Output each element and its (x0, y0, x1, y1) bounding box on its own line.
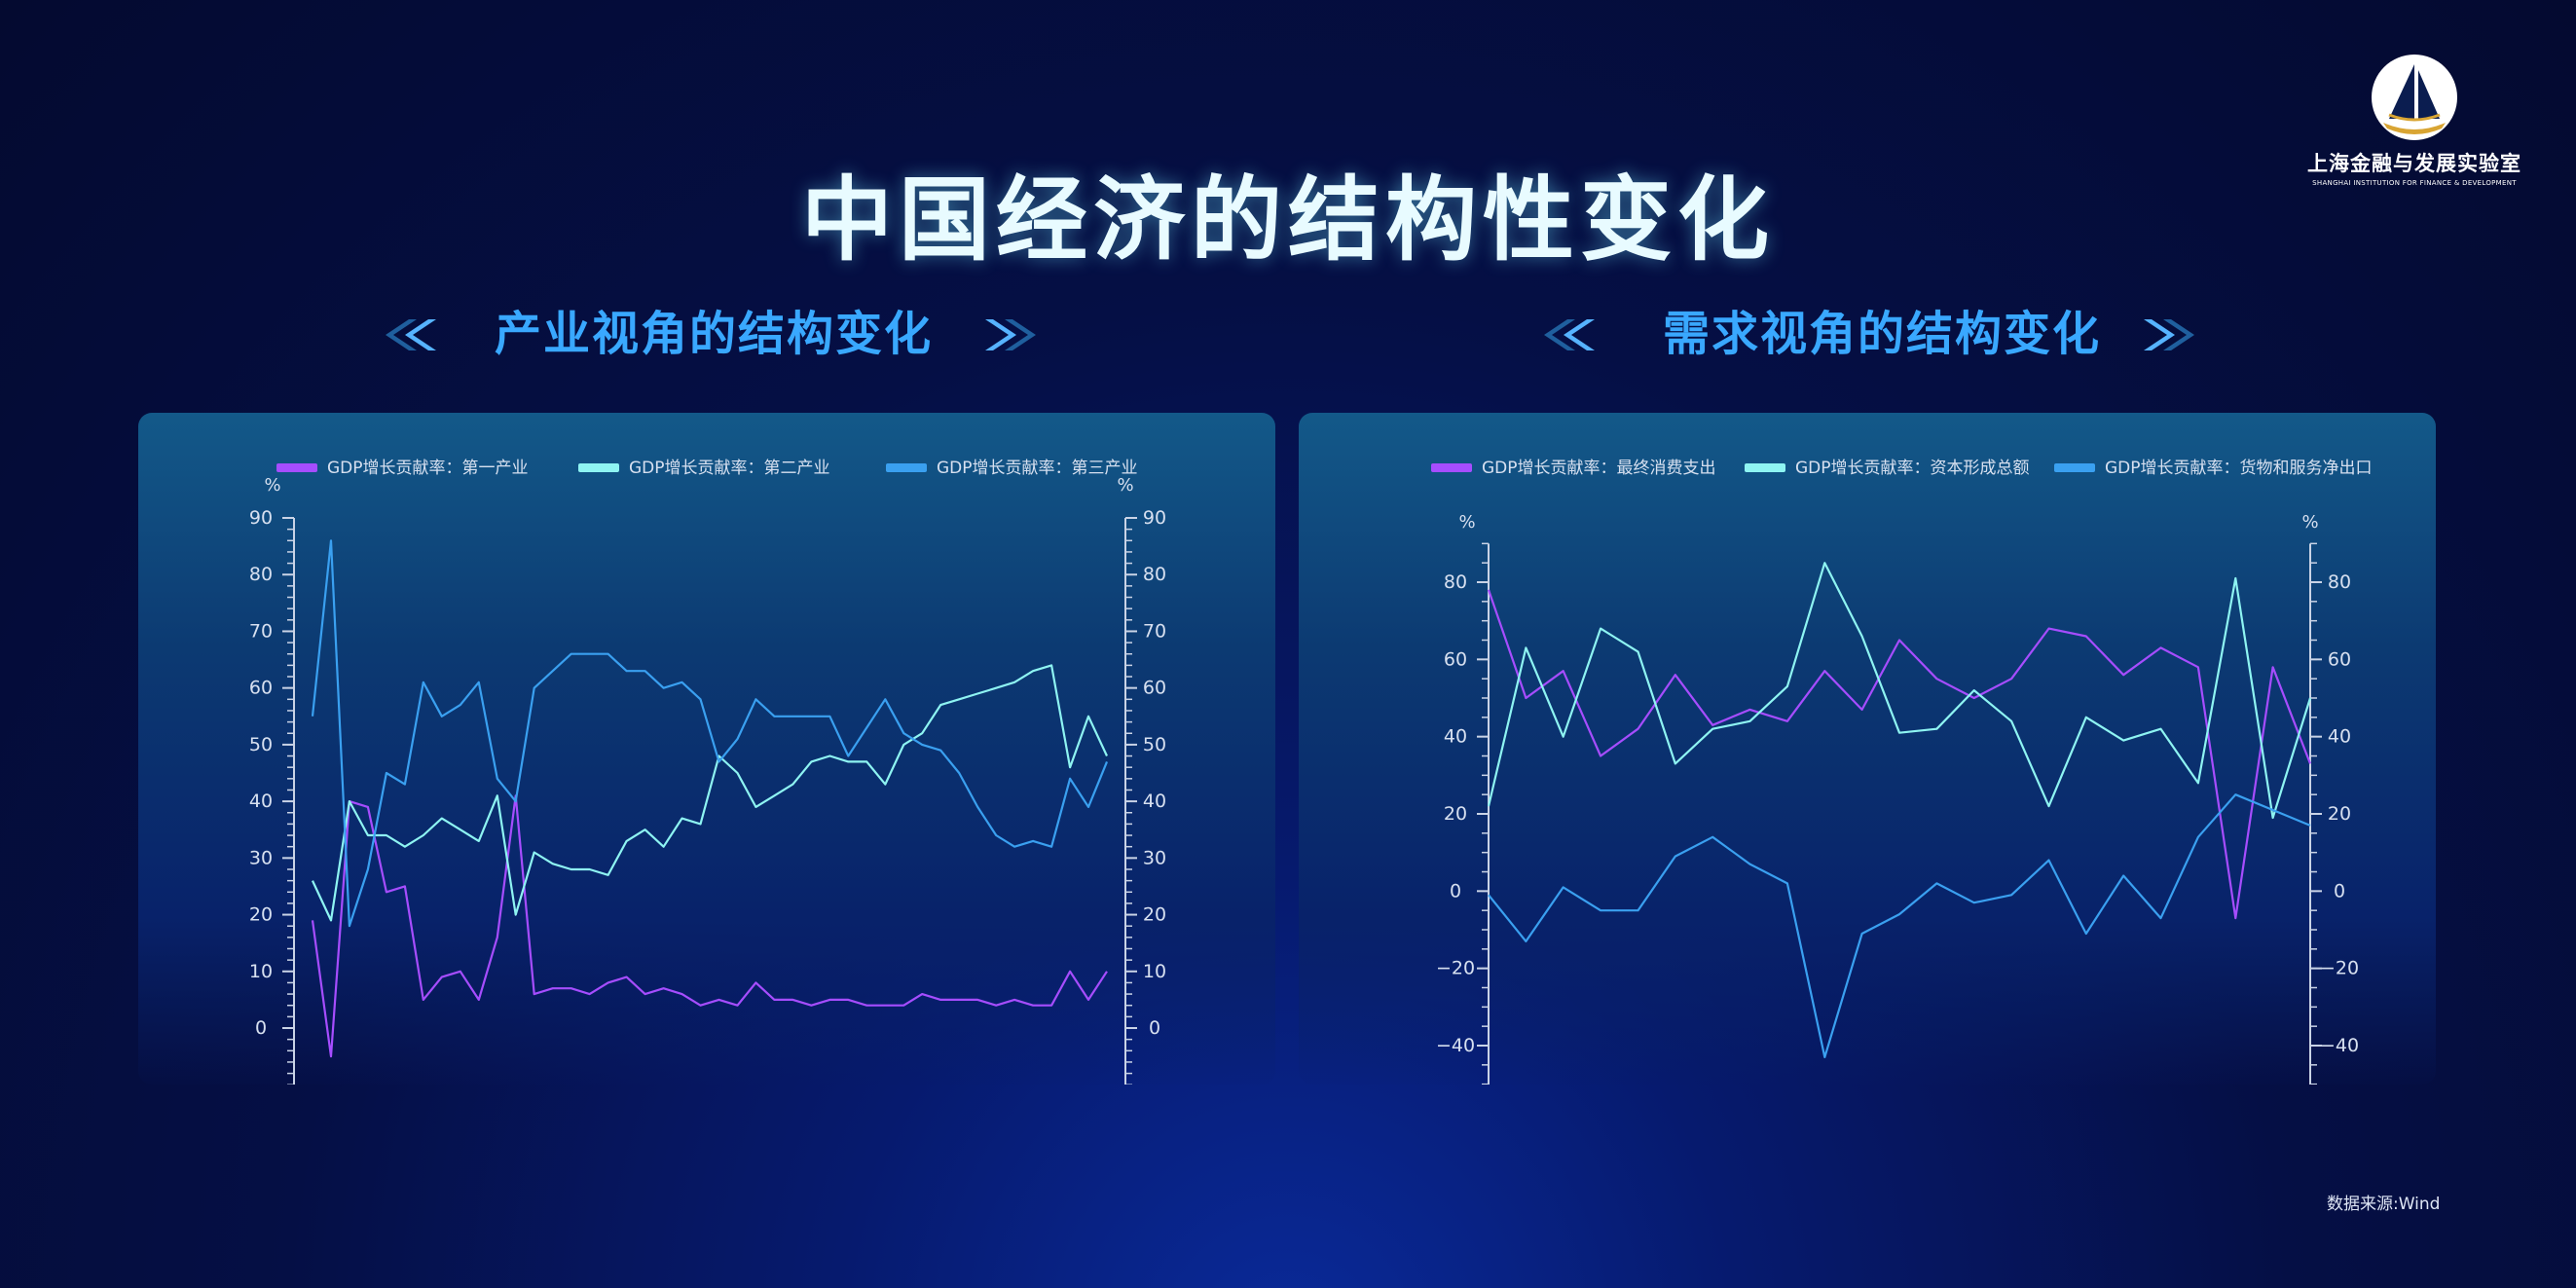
y-unit-left: % (1458, 512, 1475, 533)
legend-label: GDP增长贡献率：最终消费支出 (1482, 459, 1716, 478)
y-tick-label-left: 20 (249, 904, 273, 926)
legend-label: GDP增长贡献率：第一产业 (327, 459, 529, 478)
y-tick-label-left: 90 (249, 507, 273, 529)
y-tick-label-right: 90 (1143, 507, 1166, 529)
series-line-2 (1487, 562, 2312, 820)
y-tick-label-left: 10 (249, 961, 273, 982)
legend-item: GDP增长贡献率：第二产业 (578, 459, 830, 478)
page-title: 中国经济的结构性变化 (800, 167, 1775, 274)
legend-swatch (886, 463, 927, 472)
y-tick-label-right: 80 (1143, 564, 1166, 585)
y-tick-label-left: 50 (249, 734, 273, 755)
chart-panel-demand: GDP增长贡献率：最终消费支出 GDP增长贡献率：资本形成总额 GDP增长贡献率：货… (1299, 413, 2436, 1085)
y-tick-label-right: 40 (2328, 726, 2351, 748)
series-line-1 (1487, 589, 2312, 920)
legend-label: GDP增长贡献率：第二产业 (629, 459, 830, 478)
logo-name-en: SHANGHAI INSTITUTION FOR FINANCE & DEVEL… (2312, 179, 2517, 187)
y-tick-label-right: −20 (2320, 958, 2359, 979)
series-line-3 (1488, 793, 2311, 1059)
y-tick-label-left: 40 (1444, 726, 1467, 748)
y-tick-label-right: 0 (2334, 880, 2345, 902)
double-chevron-left-icon (1544, 319, 1595, 350)
y-unit-left: % (264, 475, 280, 496)
double-chevron-right-icon (985, 319, 1036, 350)
logo: 上海金融与发展实验室 SHANGHAI INSTITUTION FOR FINA… (2307, 51, 2521, 187)
industry-contribution-chart: GDP增长贡献率：第一产业 GDP增长贡献率：第二产业 GDP增长贡献率：第三产业%… (249, 459, 1166, 1085)
y-tick-label-left: −40 (1436, 1035, 1475, 1056)
y-tick-label-left: 30 (249, 847, 273, 868)
y-tick-label-right: 60 (2328, 648, 2351, 670)
legend-swatch (1431, 463, 1472, 472)
series-line-2 (312, 664, 1108, 922)
series-line-1 (311, 794, 1108, 1058)
section-header-industry: 产业视角的结构变化 (380, 300, 1042, 368)
y-tick-label-left: 0 (255, 1017, 267, 1039)
sailboat-logo-icon (2372, 55, 2457, 140)
y-tick-label-right: 0 (1149, 1017, 1160, 1039)
y-tick-label-left: 40 (249, 791, 273, 812)
double-chevron-right-icon (2144, 319, 2194, 350)
y-tick-label-left: 60 (249, 678, 273, 699)
legend-swatch (578, 463, 619, 472)
y-tick-label-left: 0 (1450, 880, 1461, 902)
logo-name-cn: 上海金融与发展实验室 (2307, 152, 2521, 175)
data-source: 数据来源:Wind (2327, 1195, 2441, 1214)
demand-contribution-chart: GDP增长贡献率：最终消费支出 GDP增长贡献率：资本形成总额 GDP增长贡献率：货… (1431, 459, 2373, 1085)
y-tick-label-right: 70 (1143, 620, 1166, 642)
legend-item: GDP增长贡献率：第一产业 (276, 459, 529, 478)
y-tick-label-right: 30 (1143, 847, 1166, 868)
legend-item: GDP增长贡献率：最终消费支出 (1431, 459, 1716, 478)
y-tick-label-left: 70 (249, 620, 273, 642)
section-header-demand: 需求视角的结构变化 (1538, 300, 2200, 368)
y-unit-right: % (1117, 475, 1133, 496)
legend-label: GDP增长贡献率：第三产业 (937, 459, 1138, 478)
legend-swatch (276, 463, 317, 472)
legend-item: GDP增长贡献率：资本形成总额 (1745, 459, 2030, 478)
legend-swatch (2054, 463, 2095, 472)
y-tick-label-left: −20 (1436, 958, 1475, 979)
y-tick-label-right: 10 (1143, 961, 1166, 982)
y-tick-label-right: 20 (2328, 803, 2351, 825)
y-tick-label-left: 80 (249, 564, 273, 585)
y-tick-label-right: 80 (2328, 571, 2351, 593)
y-unit-right: % (2301, 512, 2318, 533)
double-chevron-left-icon (386, 319, 436, 350)
legend-label: GDP增长贡献率：资本形成总额 (1795, 459, 2030, 478)
legend-item: GDP增长贡献率：货物和服务净出口 (2054, 459, 2373, 478)
y-tick-label-right: 40 (1143, 791, 1166, 812)
y-tick-label-right: 50 (1143, 734, 1166, 755)
legend-label: GDP增长贡献率：货物和服务净出口 (2105, 459, 2373, 478)
series-line-3 (311, 539, 1109, 928)
y-tick-label-left: 60 (1444, 648, 1467, 670)
legend-swatch (1745, 463, 1785, 472)
chart-panel-industry: GDP增长贡献率：第一产业 GDP增长贡献率：第二产业 GDP增长贡献率：第三产业%… (138, 413, 1275, 1085)
legend-item: GDP增长贡献率：第三产业 (886, 459, 1138, 478)
y-tick-label-left: 80 (1444, 571, 1467, 593)
section-title-industry: 产业视角的结构变化 (495, 307, 934, 361)
y-tick-label-right: 60 (1143, 678, 1166, 699)
y-tick-label-right: −40 (2320, 1035, 2359, 1056)
y-tick-label-right: 20 (1143, 904, 1166, 926)
section-title-demand: 需求视角的结构变化 (1663, 307, 2102, 361)
y-tick-label-left: 20 (1444, 803, 1467, 825)
